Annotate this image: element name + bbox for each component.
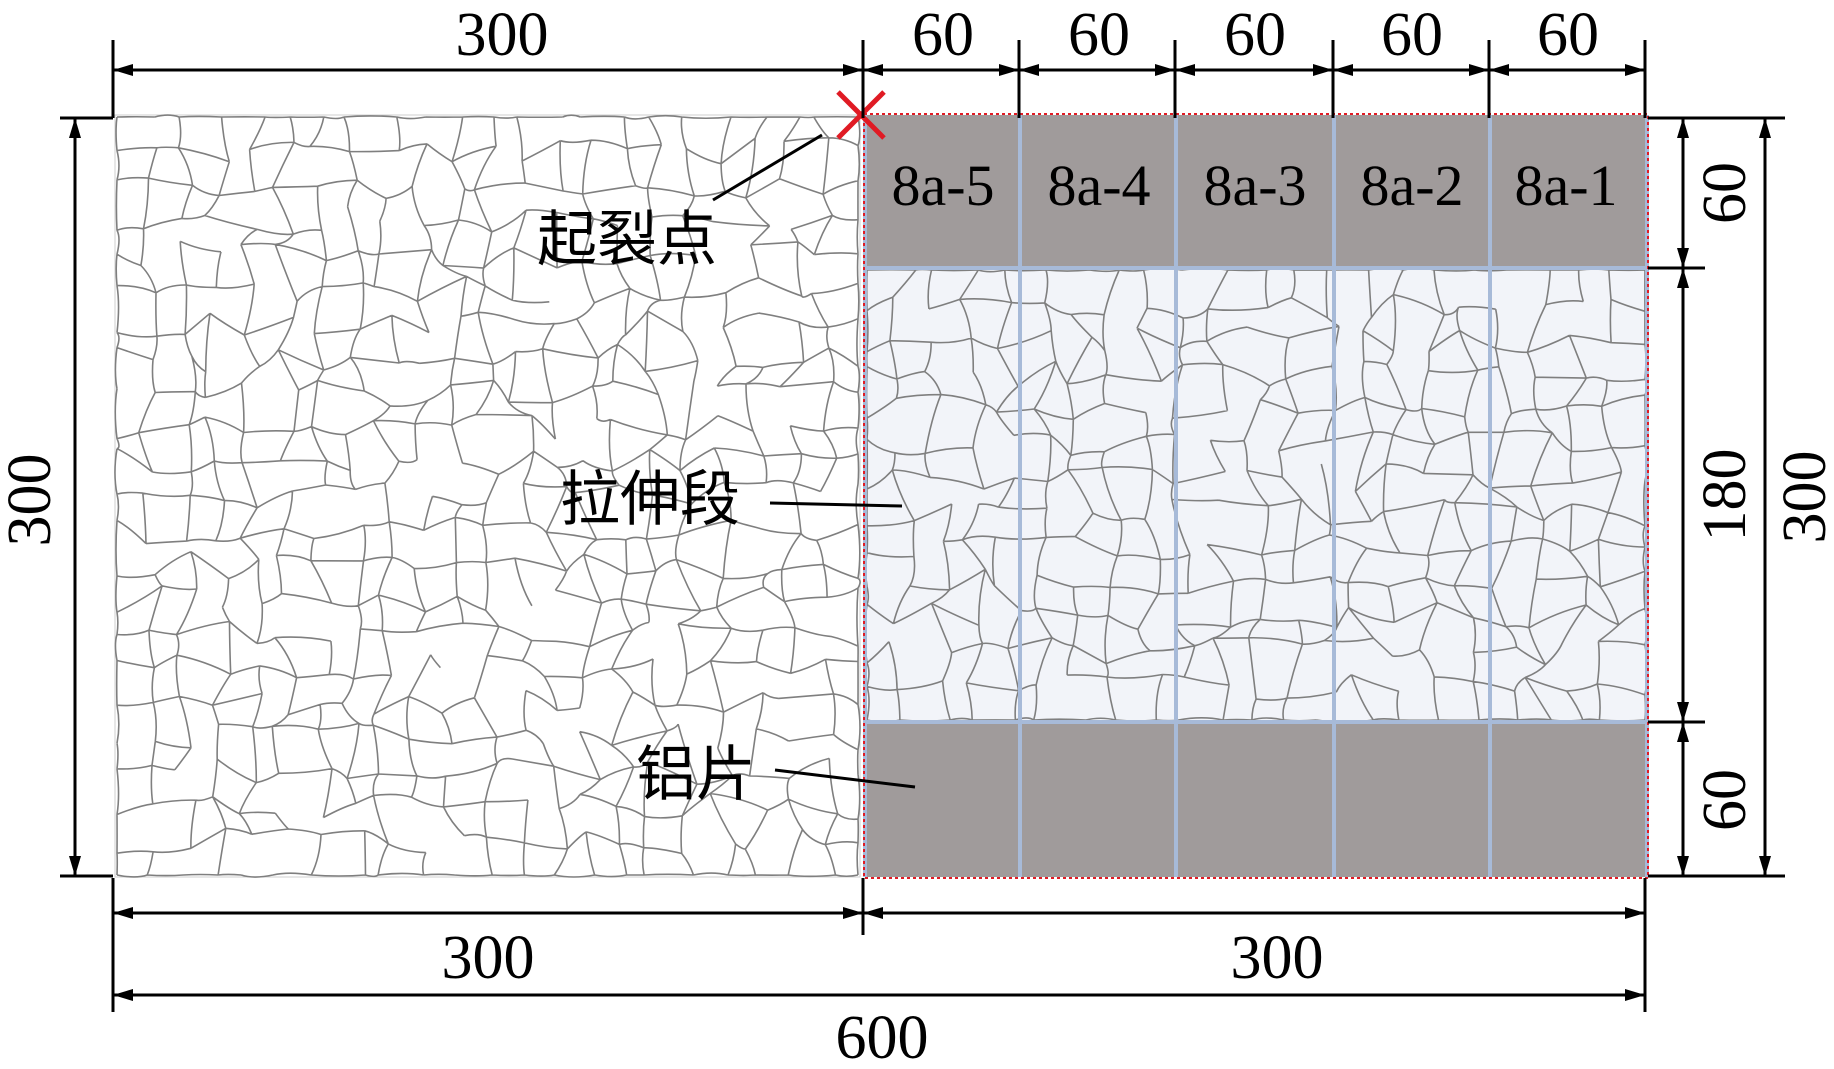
right-dim-top-tab: 60: [1691, 162, 1759, 224]
tension-zone-area: [865, 268, 1647, 720]
crack-origin-leader: [712, 133, 823, 202]
crack-lines: [114, 114, 861, 878]
top-dim-left: 300: [456, 1, 549, 69]
top-tab-1: [865, 115, 1020, 268]
segment-label-8a-2: 8a-2: [1360, 153, 1463, 218]
top-tab-4: [1334, 115, 1490, 268]
top-dim-seg-5: 60: [1537, 1, 1599, 69]
bottom-dim-left: 300: [442, 924, 535, 992]
bottom-dim-total: 600: [836, 1004, 929, 1069]
top-dim-seg-2: 60: [1068, 1, 1130, 69]
left-dim-height: 300: [0, 454, 64, 547]
bottom-tab-3: [1176, 722, 1334, 877]
bottom-dimensions: [111, 878, 1647, 1012]
aluminum-tab-leader: [774, 768, 916, 789]
right-dim-total: 300: [1771, 451, 1834, 544]
top-dim-seg-3: 60: [1224, 1, 1286, 69]
bottom-tab-4: [1334, 722, 1490, 877]
specimen-left-panel: [114, 114, 861, 878]
top-dim-seg-4: 60: [1381, 1, 1443, 69]
aluminum-tab-label: 铝片: [636, 740, 756, 810]
segment-label-8a-3: 8a-3: [1203, 153, 1306, 218]
tension-zone-leader: [769, 501, 903, 508]
bottom-tab-5: [1490, 722, 1647, 877]
segment-label-8a-1: 8a-1: [1514, 153, 1617, 218]
left-dimension: [60, 100, 115, 878]
test-zone-outline: [863, 113, 1649, 879]
right-dim-bottom-tab: 60: [1691, 769, 1759, 831]
bottom-tab-2: [1020, 722, 1176, 877]
right-dim-middle: 180: [1691, 449, 1759, 542]
crack-origin-marker: [836, 90, 886, 140]
crack-origin-label: 起裂点: [537, 205, 717, 275]
segment-label-8a-4: 8a-4: [1047, 153, 1150, 218]
top-tab-2: [1020, 115, 1176, 268]
aluminum-tabs-top: [865, 115, 1647, 268]
top-dim-seg-1: 60: [912, 1, 974, 69]
aluminum-tabs-bottom: [865, 722, 1647, 877]
segment-label-8a-5: 8a-5: [891, 153, 994, 218]
top-dimensions: [111, 40, 1647, 118]
bottom-dim-right: 300: [1231, 924, 1324, 992]
top-tab-3: [1176, 115, 1334, 268]
bottom-tab-1: [865, 722, 1020, 877]
right-dimensions: [1648, 116, 1785, 878]
top-tab-5: [1490, 115, 1647, 268]
tension-zone-label: 拉伸段: [560, 465, 740, 535]
crack-pattern-left: [114, 114, 861, 878]
